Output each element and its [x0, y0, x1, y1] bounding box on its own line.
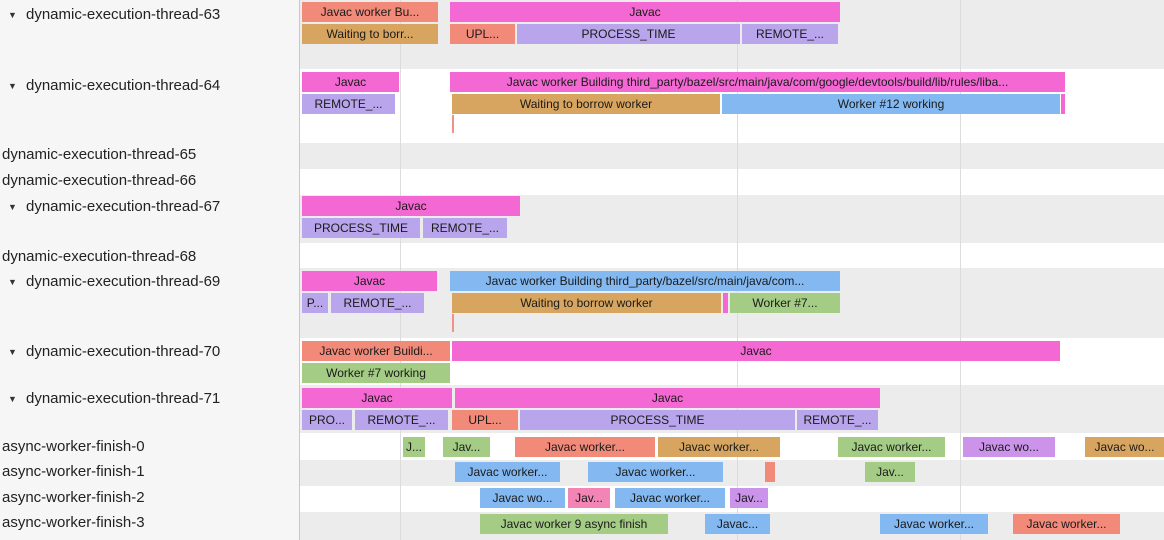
trace-slice[interactable]: PRO...	[302, 410, 352, 430]
expander-icon[interactable]: ▼	[8, 394, 17, 404]
trace-slice[interactable]: Javac wo...	[963, 437, 1055, 457]
trace-slice[interactable]: REMOTE_...	[423, 218, 507, 238]
trace-slice[interactable]	[765, 462, 775, 482]
trace-slice[interactable]: Javac	[302, 72, 399, 92]
trace-slice[interactable]: REMOTE_...	[302, 94, 395, 114]
track-label[interactable]: dynamic-execution-thread-69	[26, 273, 221, 290]
trace-slice[interactable]: Waiting to borr...	[302, 24, 438, 44]
expander-icon[interactable]: ▼	[8, 277, 17, 287]
trace-slice[interactable]: Javac worker...	[1013, 514, 1120, 534]
track-label[interactable]: dynamic-execution-thread-67	[26, 198, 221, 215]
trace-slice[interactable]: Javac worker...	[455, 462, 560, 482]
trace-slice[interactable]: Javac worker Building third_party/bazel/…	[450, 72, 1065, 92]
track-label[interactable]: dynamic-execution-thread-68	[2, 248, 197, 265]
trace-slice[interactable]: Worker #12 working	[722, 94, 1060, 114]
trace-slice[interactable]: Javac worker...	[880, 514, 988, 534]
trace-slice[interactable]: Javac	[302, 388, 452, 408]
trace-slice[interactable]: Javac	[450, 2, 840, 22]
trace-slice[interactable]: Javac worker...	[615, 488, 725, 508]
trace-slice[interactable]: Worker #7...	[730, 293, 840, 313]
trace-slice[interactable]: REMOTE_...	[742, 24, 838, 44]
trace-slice[interactable]: Javac worker Bu...	[302, 2, 438, 22]
trace-slice[interactable]: Jav...	[443, 437, 490, 457]
trace-slice[interactable]: PROCESS_TIME	[302, 218, 420, 238]
expander-icon[interactable]: ▼	[8, 202, 17, 212]
track-label[interactable]: dynamic-execution-thread-71	[26, 390, 221, 407]
time-gridline	[737, 0, 738, 540]
trace-slice[interactable]: Javac worker...	[515, 437, 655, 457]
trace-slice[interactable]: Javac	[302, 196, 520, 216]
track-label[interactable]: dynamic-execution-thread-66	[2, 172, 197, 189]
expander-icon[interactable]: ▼	[8, 347, 17, 357]
trace-slice[interactable]: P...	[302, 293, 328, 313]
trace-slice[interactable]: Javac wo...	[1085, 437, 1164, 457]
trace-slice[interactable]	[1061, 94, 1065, 114]
track-label-panel: ▼ dynamic-execution-thread-63 ▼ dynamic-exe…	[0, 0, 300, 540]
trace-slice[interactable]	[723, 293, 728, 313]
trace-slice[interactable]: Javac worker...	[588, 462, 723, 482]
trace-slice[interactable]: Worker #7 working	[302, 363, 450, 383]
time-gridline	[400, 0, 401, 540]
track-stripe	[300, 460, 1164, 486]
track-stripe	[300, 143, 1164, 169]
trace-slice[interactable]: Javac	[452, 341, 1060, 361]
trace-slice[interactable]: Javac	[455, 388, 880, 408]
track-label[interactable]: async-worker-finish-1	[2, 463, 145, 480]
trace-slice[interactable]: Javac worker...	[658, 437, 780, 457]
track-label[interactable]: async-worker-finish-2	[2, 489, 145, 506]
trace-slice[interactable]: Jav...	[865, 462, 915, 482]
trace-slice[interactable]: PROCESS_TIME	[520, 410, 795, 430]
trace-slice[interactable]: Waiting to borrow worker	[452, 293, 721, 313]
trace-slice[interactable]: PROCESS_TIME	[517, 24, 740, 44]
trace-slice[interactable]: Javac...	[705, 514, 770, 534]
track-label[interactable]: dynamic-execution-thread-63	[26, 6, 221, 23]
trace-slice[interactable]: Waiting to borrow worker	[452, 94, 720, 114]
track-stripe	[300, 169, 1164, 195]
track-label[interactable]: async-worker-finish-0	[2, 438, 145, 455]
trace-slice[interactable]: Javac wo...	[480, 488, 565, 508]
track-label[interactable]: dynamic-execution-thread-70	[26, 343, 221, 360]
trace-slice[interactable]: REMOTE_...	[331, 293, 424, 313]
track-label[interactable]: dynamic-execution-thread-64	[26, 77, 221, 94]
track-label[interactable]: async-worker-finish-3	[2, 514, 145, 531]
track-stripe	[300, 243, 1164, 268]
trace-slice[interactable]: REMOTE_...	[797, 410, 878, 430]
trace-slice[interactable]: REMOTE_...	[355, 410, 448, 430]
trace-slice[interactable]: Jav...	[568, 488, 610, 508]
trace-slice[interactable]: UPL...	[450, 24, 515, 44]
trace-slice[interactable]: Jav...	[730, 488, 768, 508]
trace-slice[interactable]: Javac worker Buildi...	[302, 341, 450, 361]
instant-event-tick[interactable]	[452, 115, 454, 133]
expander-icon[interactable]: ▼	[8, 10, 17, 20]
expander-icon[interactable]: ▼	[8, 81, 17, 91]
trace-slice[interactable]: J...	[403, 437, 425, 457]
instant-event-tick[interactable]	[452, 314, 454, 332]
trace-slice[interactable]: UPL...	[452, 410, 518, 430]
timeline-area[interactable]: Javac worker Bu... Javac Waiting to borr..…	[300, 0, 1164, 540]
trace-slice[interactable]: Javac worker...	[838, 437, 945, 457]
track-label[interactable]: dynamic-execution-thread-65	[2, 146, 197, 163]
trace-slice[interactable]: Javac worker Building third_party/bazel/…	[450, 271, 840, 291]
trace-slice[interactable]: Javac worker 9 async finish	[480, 514, 668, 534]
trace-slice[interactable]: Javac	[302, 271, 437, 291]
time-gridline	[960, 0, 961, 540]
